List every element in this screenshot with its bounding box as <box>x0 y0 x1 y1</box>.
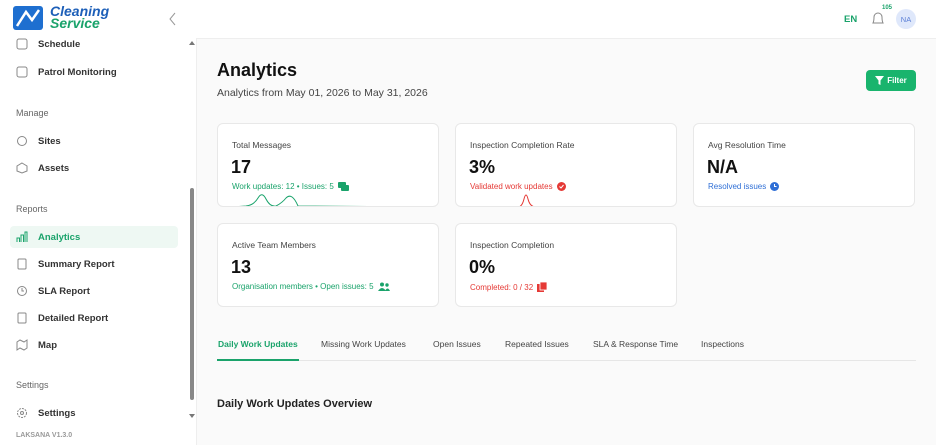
nav-icon <box>16 339 28 351</box>
inspection-icon <box>537 282 548 292</box>
card-detail-text: Completed: 0 / 32 <box>470 282 534 292</box>
tab-divider <box>217 360 916 361</box>
filter-label: Filter <box>887 76 907 85</box>
card-title: Inspection Completion <box>470 240 555 250</box>
nav-item-active[interactable]: Analytics <box>10 226 178 248</box>
scrollbar-arrows <box>189 41 195 418</box>
card-detail-text: Validated work updates <box>470 182 553 191</box>
nav-item[interactable]: Summary Report <box>10 253 178 275</box>
section-label: Reports <box>16 204 48 214</box>
nav-icon <box>16 231 28 242</box>
tab-indicator <box>217 359 299 361</box>
card-detail: Completed: 0 / 32 <box>470 282 548 292</box>
nav-label: Analytics <box>38 231 81 243</box>
nav-item[interactable]: Schedule <box>10 33 178 55</box>
version: LAKSANA V1.3.0 <box>16 432 73 439</box>
card-value: N/A <box>707 157 738 177</box>
nav-label: Detailed Report <box>38 312 109 324</box>
brand-line2: Service <box>50 15 100 31</box>
nav-label: Summary Report <box>38 258 115 270</box>
card-title: Avg Resolution Time <box>708 140 786 150</box>
nav-label: Patrol Monitoring <box>38 66 117 78</box>
filter-icon <box>875 76 885 85</box>
page-title: Analytics <box>217 60 298 80</box>
tab-active[interactable]: Daily Work Updates <box>218 339 298 349</box>
card-detail: Resolved issues <box>708 182 780 191</box>
collapse-button[interactable] <box>168 12 178 26</box>
nav-label: Map <box>38 339 57 351</box>
card-value: 17 <box>231 157 252 177</box>
nav-icon <box>16 162 28 174</box>
nav-icon <box>16 66 28 78</box>
nav-icon <box>17 312 27 324</box>
scrollbar[interactable] <box>189 40 195 420</box>
notification-bell[interactable] <box>870 10 886 28</box>
tab[interactable]: Inspections <box>701 339 744 349</box>
nav-icon <box>17 136 27 146</box>
page-subtitle: Analytics from May 01, 2026 to May 31, 2… <box>217 87 428 99</box>
nav-item[interactable]: Settings <box>10 402 178 424</box>
stat-card: Inspection Completion Rate 3% Validated … <box>455 123 677 207</box>
card-detail: Validated work updates <box>470 182 566 191</box>
nav-label: SLA Report <box>38 285 90 297</box>
nav-item[interactable]: Detailed Report <box>10 307 178 329</box>
sparkline <box>519 194 534 206</box>
nav-label: Assets <box>38 162 70 174</box>
nav-item[interactable]: Map <box>10 334 178 356</box>
card-value: 13 <box>231 257 252 277</box>
nav-label: Sites <box>38 135 61 147</box>
section-label: Settings <box>16 380 49 390</box>
tab[interactable]: Open Issues <box>433 339 481 349</box>
stat-card: Avg Resolution Time N/A Resolved issues <box>693 123 915 207</box>
check-icon <box>556 182 566 191</box>
section-title: Daily Work Updates Overview <box>217 398 373 410</box>
nav-icon <box>17 258 27 270</box>
language-switch[interactable]: EN <box>844 14 858 25</box>
tab[interactable]: SLA & Response Time <box>593 339 679 349</box>
card-detail-text: Work updates: 12 • Issues: 5 <box>232 182 334 191</box>
nav-icon <box>17 286 27 296</box>
sidebar: Cleaning Service Schedule Patrol Monitor… <box>0 0 197 445</box>
chat-icon <box>337 182 349 191</box>
tab[interactable]: Missing Work Updates <box>321 339 406 349</box>
stat-card: Inspection Completion 0% Completed: 0 / … <box>455 223 677 307</box>
card-detail: Work updates: 12 • Issues: 5 <box>232 182 349 191</box>
nav-label: Schedule <box>38 38 81 50</box>
nav-item[interactable]: Assets <box>10 157 178 179</box>
card-detail-text: Resolved issues <box>708 182 767 191</box>
stat-card: Total Messages 17 Work updates: 12 • Iss… <box>217 123 439 207</box>
nav-icon <box>16 38 28 50</box>
topbar: EN 105 NA <box>196 0 936 39</box>
notification-count: 105 <box>882 5 893 11</box>
stat-card: Active Team Members 13 Organisation memb… <box>217 223 439 307</box>
avatar[interactable]: NA <box>896 9 916 29</box>
nav-label: Settings <box>38 407 76 419</box>
logo-icon <box>13 6 43 30</box>
card-title: Inspection Completion Rate <box>470 140 575 150</box>
card-title: Active Team Members <box>232 240 316 250</box>
card-detail-text: Organisation members • Open issues: 5 <box>232 282 374 291</box>
brand-line1: Cleaning <box>50 3 110 19</box>
card-value: 0% <box>469 257 496 277</box>
people-icon <box>377 282 390 291</box>
nav-item[interactable]: Sites <box>10 130 178 152</box>
section-label: Manage <box>16 108 49 118</box>
filter-button[interactable]: Filter <box>866 70 916 91</box>
clock-icon <box>770 182 780 191</box>
card-detail: Organisation members • Open issues: 5 <box>232 282 390 291</box>
sparkline <box>238 194 369 206</box>
tab[interactable]: Repeated Issues <box>505 339 569 349</box>
nav-icon <box>17 408 27 418</box>
nav-item[interactable]: Patrol Monitoring <box>10 61 178 83</box>
card-value: 3% <box>469 157 496 177</box>
nav-item[interactable]: SLA Report <box>10 280 178 302</box>
card-title: Total Messages <box>232 140 292 150</box>
